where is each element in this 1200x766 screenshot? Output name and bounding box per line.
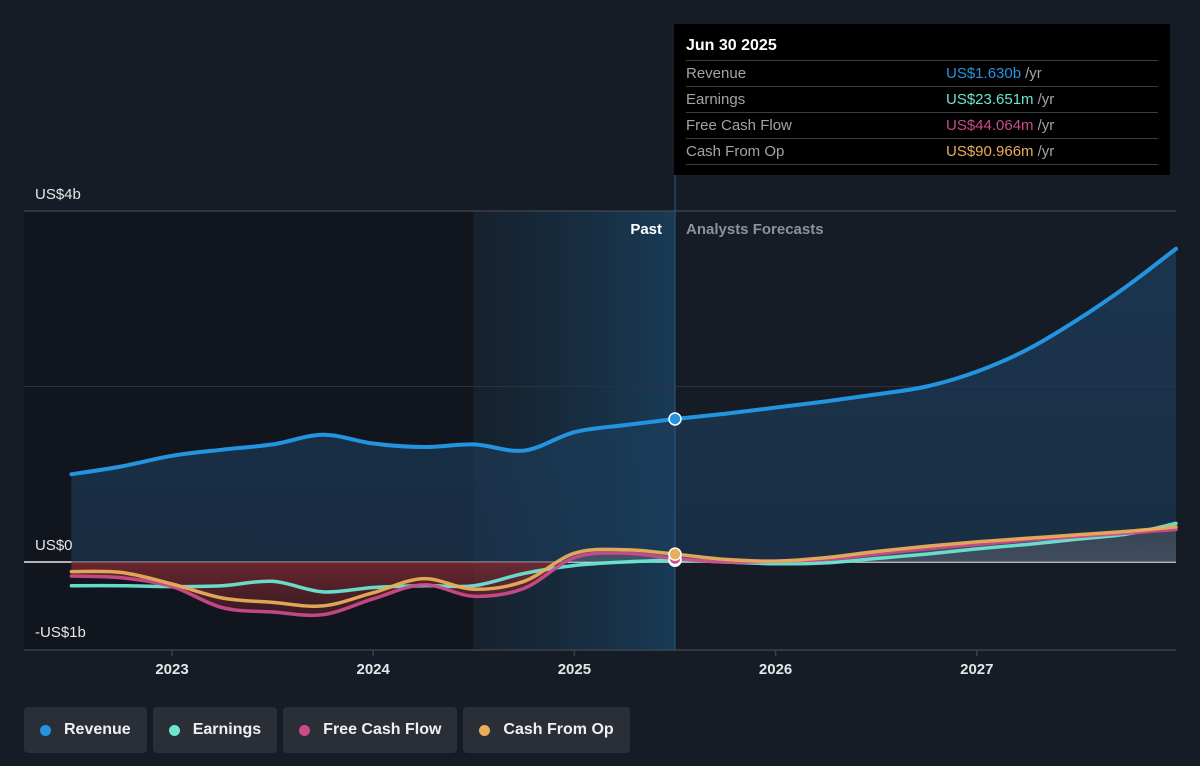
tooltip-date: Jun 30 2025 [686,36,1158,61]
tooltip-unit: /yr [1037,143,1055,160]
series-line-cash-from-op [69,525,1178,608]
legend-dot-icon [168,724,180,736]
tooltip-unit: /yr [1037,117,1055,134]
series-line-revenue [69,246,1178,477]
tooltip-label: Free Cash Flow [686,117,792,134]
legend-item-earnings[interactable]: Earnings [152,707,278,753]
tooltip-label: Revenue [686,65,747,82]
legend-item-cash-from-op[interactable]: Cash From Op [463,707,630,753]
tooltip-label: Cash From Op [686,143,785,160]
legend-dot-icon [479,724,491,736]
legend-item-free-cash-flow[interactable]: Free Cash Flow [283,707,458,753]
legend-label: Revenue [64,721,131,738]
legend-label: Free Cash Flow [323,721,442,738]
legend-dot-icon [40,724,51,736]
tooltip-row-earnings: Earnings US$23.651m /yr [686,87,1158,113]
y-tick-label: -US$1b [35,624,86,641]
tooltip-unit: /yr [1037,91,1055,108]
tooltip-value: US$23.651m [946,91,1034,108]
tooltip-value: US$90.966m [946,143,1034,160]
legend-label: Cash From Op [503,721,614,738]
x-tick-label: 2026 [759,661,792,678]
tooltip-row-cash-from-op: Cash From Op US$90.966m /yr [686,139,1158,165]
highlight-dot-revenue [668,412,682,426]
revenue-area [71,248,1176,563]
legend: Revenue Earnings Free Cash Flow Cash Fro… [24,707,630,753]
tooltip-value: US$44.064m [946,117,1034,134]
period-label-past: Past [630,221,662,238]
tooltip: Jun 30 2025 Revenue US$1.630b /yr Earnin… [674,24,1170,175]
legend-label: Earnings [192,721,262,738]
tooltip-label: Earnings [686,91,746,108]
highlight-dot-cash-from-op [668,547,682,561]
legend-item-revenue[interactable]: Revenue [24,707,147,753]
x-tick-label: 2027 [960,661,993,678]
x-tick-label: 2023 [155,661,188,678]
x-tick-label: 2025 [558,661,591,678]
y-tick-label: US$0 [35,537,73,554]
period-label-forecast: Analysts Forecasts [686,221,824,238]
tooltip-row-revenue: Revenue US$1.630b /yr [686,61,1158,87]
legend-dot-icon [299,724,311,736]
y-tick-label: US$4b [35,186,81,203]
series-line-earnings [69,521,1178,594]
tooltip-unit: /yr [1025,65,1042,82]
series-line-free-cash-flow [69,527,1178,618]
x-tick-label: 2024 [357,661,391,678]
tooltip-row-free-cash-flow: Free Cash Flow US$44.064m /yr [686,113,1158,139]
tooltip-value: US$1.630b [946,65,1022,82]
